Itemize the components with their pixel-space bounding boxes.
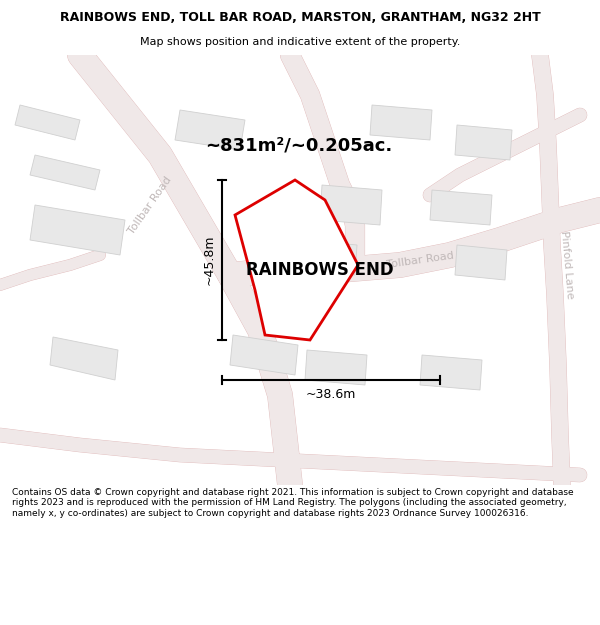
Text: Contains OS data © Crown copyright and database right 2021. This information is : Contains OS data © Crown copyright and d… [12,488,574,518]
Polygon shape [300,240,357,275]
Text: ~45.8m: ~45.8m [203,235,216,285]
Polygon shape [455,245,507,280]
Polygon shape [320,185,382,225]
Polygon shape [420,355,482,390]
Text: Pinfold Lane: Pinfold Lane [559,231,575,299]
Polygon shape [455,125,512,160]
Text: ~38.6m: ~38.6m [306,388,356,401]
Polygon shape [235,180,358,340]
Polygon shape [30,155,100,190]
Polygon shape [305,350,367,385]
Polygon shape [15,105,80,140]
Polygon shape [50,337,118,380]
Text: Tollbar Road: Tollbar Road [127,174,173,236]
Polygon shape [30,205,125,255]
Text: RAINBOWS END, TOLL BAR ROAD, MARSTON, GRANTHAM, NG32 2HT: RAINBOWS END, TOLL BAR ROAD, MARSTON, GR… [59,11,541,24]
Text: ~831m²/~0.205ac.: ~831m²/~0.205ac. [205,136,392,154]
Polygon shape [230,335,298,375]
Polygon shape [370,105,432,140]
Text: Map shows position and indicative extent of the property.: Map shows position and indicative extent… [140,38,460,48]
Text: Tollbar Road: Tollbar Road [386,251,454,269]
Polygon shape [430,190,492,225]
Text: RAINBOWS END: RAINBOWS END [246,261,394,279]
Polygon shape [175,110,245,150]
